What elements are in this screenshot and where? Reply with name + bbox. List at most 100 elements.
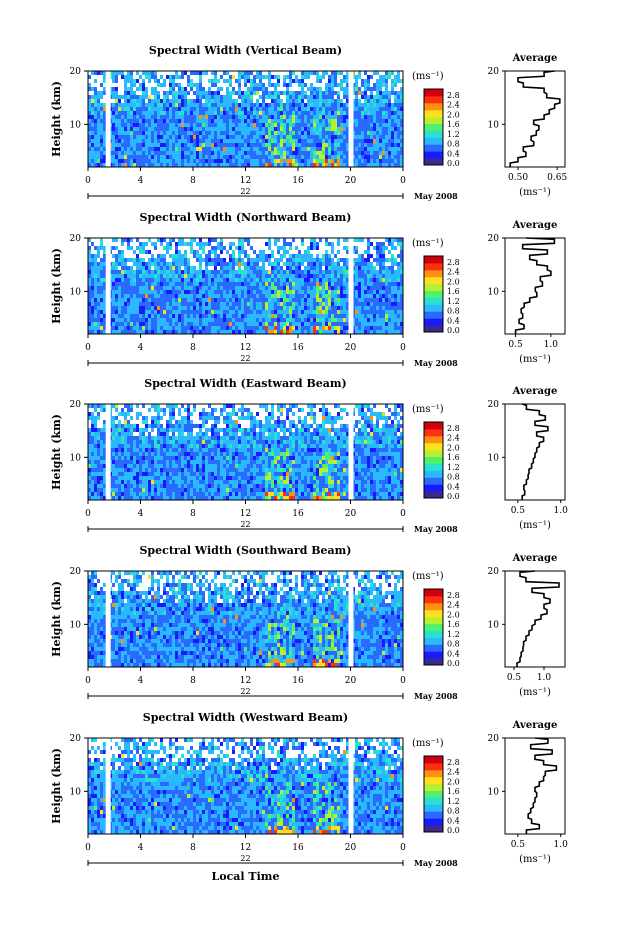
colorbar-segment [424, 756, 443, 764]
colorbar-frame [423, 255, 444, 333]
profile-x-tick-label: 0.5 [511, 840, 526, 850]
colorbar-tick-label: 1.6 [447, 120, 460, 129]
panel-0: Spectral Width (Vertical Beam) 0 4 8 12 16 20 0… [50, 44, 567, 201]
profile-y-tick-label: 10 [488, 620, 500, 630]
data-gap [105, 238, 111, 334]
y-axis-label: Height (km) [50, 414, 63, 490]
y-tick-label: 20 [70, 234, 82, 244]
colorbar-unit: (ms⁻¹) [412, 71, 444, 82]
colorbar-segment [424, 804, 443, 812]
colorbar-segment [424, 616, 443, 625]
panel-title: Spectral Width (Vertical Beam) [149, 44, 342, 57]
profile-y-tick-label: 10 [488, 120, 500, 130]
colorbar-unit: (ms⁻¹) [412, 571, 444, 582]
colorbar-tick-label: 2.4 [447, 601, 460, 610]
heatmap-cells [88, 738, 403, 834]
colorbar-segment [424, 435, 443, 444]
colorbar-segment [424, 637, 443, 645]
date-label: May 2008 [414, 691, 458, 701]
colorbar-segment [424, 762, 443, 771]
colorbar-unit: (ms⁻¹) [412, 404, 444, 415]
y-axis-label: Height (km) [50, 581, 63, 657]
x-tick-label: 20 [345, 343, 357, 353]
data-gap [348, 71, 354, 167]
colorbar-tick-label: 2.8 [447, 91, 460, 100]
data-gap [105, 71, 111, 167]
colorbar-tick-label: 0.8 [447, 807, 460, 816]
colorbar-segment [424, 269, 443, 278]
profile-frame [504, 570, 566, 668]
day-label: 22 [240, 854, 250, 863]
heatmap-cells [88, 571, 403, 667]
profile-y-tick-label: 10 [488, 787, 500, 797]
colorbar-tick-label: 0.0 [447, 826, 460, 835]
x-tick-label: 4 [138, 676, 144, 686]
panel-title: Spectral Width (Westward Beam) [143, 711, 348, 724]
colorbar-tick-label: 2.4 [447, 268, 460, 277]
colorbar-segment [424, 769, 443, 778]
profile-y-tick-label: 20 [488, 400, 500, 410]
colorbar-segment [424, 818, 443, 826]
colorbar-tick-label: 0.0 [447, 326, 460, 335]
colorbar-frame [423, 88, 444, 166]
day-label: 22 [240, 354, 250, 363]
profile-frame [504, 70, 566, 168]
colorbar-tick-label: 1.2 [447, 130, 460, 139]
colorbar-segment [424, 311, 443, 319]
colorbar-segment [424, 825, 443, 833]
profile-y-tick-label: 10 [488, 287, 500, 297]
colorbar-segment [424, 144, 443, 152]
profile-y-tick-label: 20 [488, 567, 500, 577]
profile-title: Average [512, 53, 558, 64]
x-tick-label: 12 [240, 843, 251, 853]
colorbar-segment [424, 790, 443, 798]
profile-title: Average [512, 220, 558, 231]
colorbar-segment [424, 491, 443, 499]
panel-1: Spectral Width (Northward Beam) 0 4 8 12 16 20… [50, 211, 566, 368]
profile-x-tick-label: 0.5 [511, 506, 526, 516]
x-tick-label: 0 [85, 343, 91, 353]
profile-y-tick-label: 20 [488, 734, 500, 744]
profile-line [514, 237, 556, 334]
colorbar-tick-label: 2.4 [447, 768, 460, 777]
colorbar-tick-label: 1.6 [447, 287, 460, 296]
profile-title: Average [512, 553, 558, 564]
colorbar-segment [424, 290, 443, 298]
colorbar-tick-label: 0.4 [447, 482, 460, 491]
colorbar-segment [424, 262, 443, 271]
day-label: 22 [240, 187, 250, 196]
profile-y-tick-label: 10 [488, 453, 500, 463]
colorbar-tick-label: 0.8 [447, 140, 460, 149]
profile-x-tick-label: 0.65 [547, 173, 567, 183]
date-label: May 2008 [414, 358, 458, 368]
profile-frame [504, 237, 566, 335]
x-tick-label: 0 [400, 843, 406, 853]
profile-x-tick-label: 0.5 [508, 340, 523, 350]
profile-x-tick-label: 1.0 [554, 506, 569, 516]
x-axis-label: Local Time [212, 870, 280, 883]
colorbar-segment [424, 470, 443, 478]
x-tick-label: 0 [400, 676, 406, 686]
colorbar-segment [424, 130, 443, 138]
colorbar-segment [424, 623, 443, 631]
profile-frame [504, 403, 566, 501]
colorbar-tick-label: 1.6 [447, 453, 460, 462]
x-tick-label: 0 [85, 176, 91, 186]
colorbar-segment [424, 651, 443, 659]
colorbar-tick-label: 2.8 [447, 424, 460, 433]
colorbar-segment [424, 102, 443, 111]
profile-line [521, 403, 549, 500]
colorbar-tick-label: 0.0 [447, 159, 460, 168]
colorbar-segment [424, 428, 443, 437]
date-label: May 2008 [414, 524, 458, 534]
colorbar-segment [424, 318, 443, 326]
panel-title: Spectral Width (Southward Beam) [139, 544, 351, 557]
colorbar-frame [423, 588, 444, 666]
x-tick-label: 20 [345, 176, 357, 186]
profile-x-label: (ms⁻¹) [519, 354, 551, 365]
colorbar-segment [424, 151, 443, 159]
colorbar-tick-label: 0.8 [447, 473, 460, 482]
colorbar-tick-label: 1.2 [447, 630, 460, 639]
colorbar-segment [424, 442, 443, 451]
colorbar-tick-label: 1.2 [447, 797, 460, 806]
